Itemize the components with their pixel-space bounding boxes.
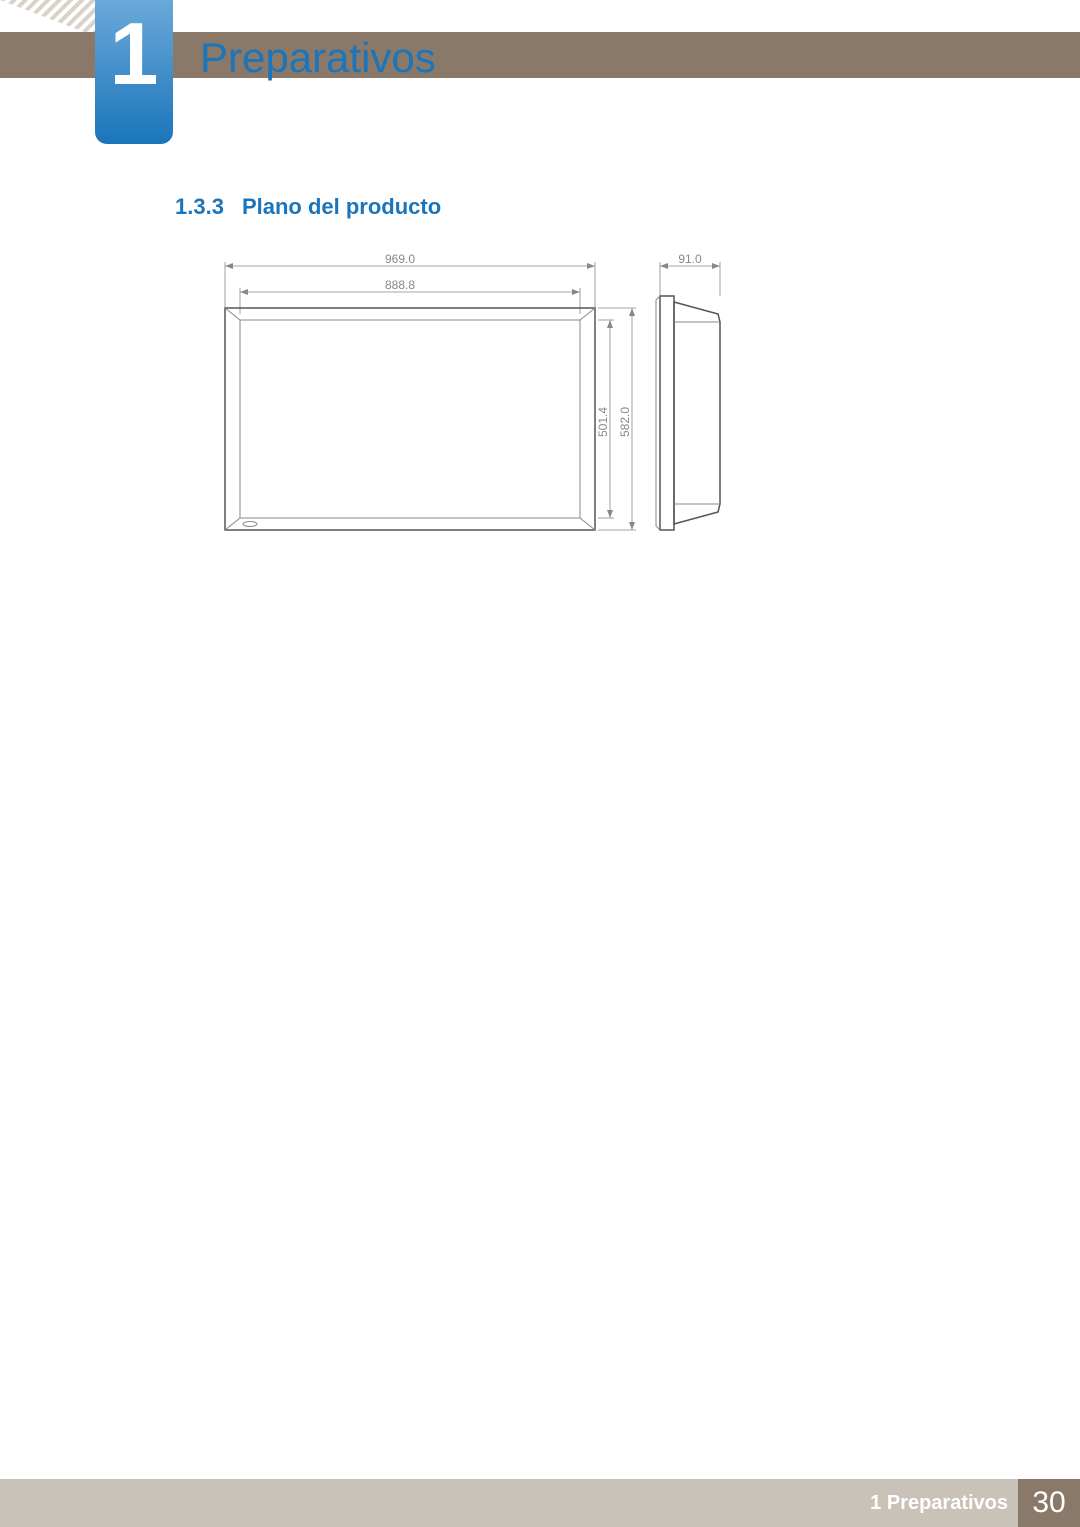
dim-depth: 91.0 bbox=[678, 252, 702, 266]
chapter-tab: 1 bbox=[95, 0, 173, 144]
product-plan-diagram: 969.0 888.8 501.4 bbox=[220, 252, 780, 582]
dim-height-outer: 582.0 bbox=[618, 407, 632, 437]
section-title: Plano del producto bbox=[242, 194, 441, 219]
section-number: 1.3.3 bbox=[175, 194, 224, 219]
dim-height-inner: 501.4 bbox=[596, 407, 610, 437]
page: 1 Preparativos 1.3.3 Plano del producto 9… bbox=[0, 0, 1080, 1527]
section-heading: 1.3.3 Plano del producto bbox=[175, 194, 441, 220]
footer-page-number: 30 bbox=[1018, 1479, 1080, 1527]
dim-width-inner: 888.8 bbox=[385, 278, 415, 292]
chapter-number: 1 bbox=[95, 0, 173, 108]
corner-hatch bbox=[0, 0, 95, 36]
page-title: Preparativos bbox=[200, 34, 436, 82]
footer-chapter-label: 1 Preparativos bbox=[870, 1479, 1008, 1527]
dim-width-outer: 969.0 bbox=[385, 252, 415, 266]
